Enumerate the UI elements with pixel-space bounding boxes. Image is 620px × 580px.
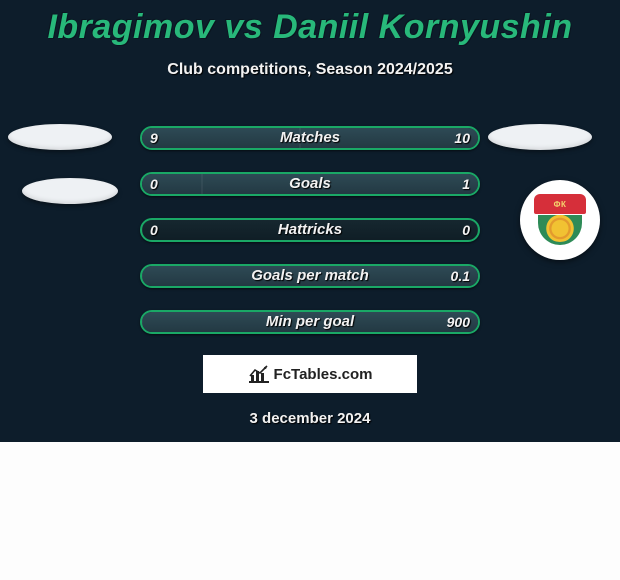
player-ellipse-1 (22, 178, 118, 204)
bottom-whitespace (0, 442, 620, 580)
stat-bar-hattricks: Hattricks0 0 (140, 218, 480, 242)
bar-value-left: 0 (150, 220, 158, 240)
brand-box: FcTables.com (202, 354, 418, 394)
bar-value-left: 9 (150, 128, 158, 148)
club-badge-inner: ФК (532, 192, 588, 248)
bar-value-right: 0.1 (451, 266, 470, 286)
brand-chart-icon (248, 365, 270, 383)
snapshot-date: 3 december 2024 (0, 410, 620, 427)
player-ellipse-0 (8, 124, 112, 150)
bar-value-right: 900 (447, 312, 470, 332)
bar-label: Min per goal (142, 312, 478, 332)
stat-bar-goals-per-match: Goals per match0.1 (140, 264, 480, 288)
stats-bars: Matches910Goals01Hattricks00Goals per ma… (140, 126, 480, 356)
bar-value-right: 10 (454, 128, 470, 148)
stat-bar-matches: Matches9 10 (140, 126, 480, 150)
comparison-subtitle: Club competitions, Season 2024/2025 (0, 61, 620, 79)
club-badge: ФК (520, 180, 600, 260)
player-ellipse-2 (488, 124, 592, 150)
bar-label: Hattricks (142, 220, 478, 240)
comparison-title: Ibragimov vs Daniil Kornyushin (0, 0, 620, 47)
club-badge-text: ФК (534, 194, 586, 214)
bar-value-left: 0 (150, 174, 158, 194)
brand-text: FcTables.com (274, 366, 373, 383)
stat-bar-min-per-goal: Min per goal900 (140, 310, 480, 334)
bar-label: Goals per match (142, 266, 478, 286)
club-badge-ornament (538, 215, 582, 245)
bar-value-right: 1 (462, 174, 470, 194)
bar-label: Matches (142, 128, 478, 148)
bar-value-right: 0 (462, 220, 470, 240)
bar-label: Goals (142, 174, 478, 194)
stat-bar-goals: Goals0 1 (140, 172, 480, 196)
